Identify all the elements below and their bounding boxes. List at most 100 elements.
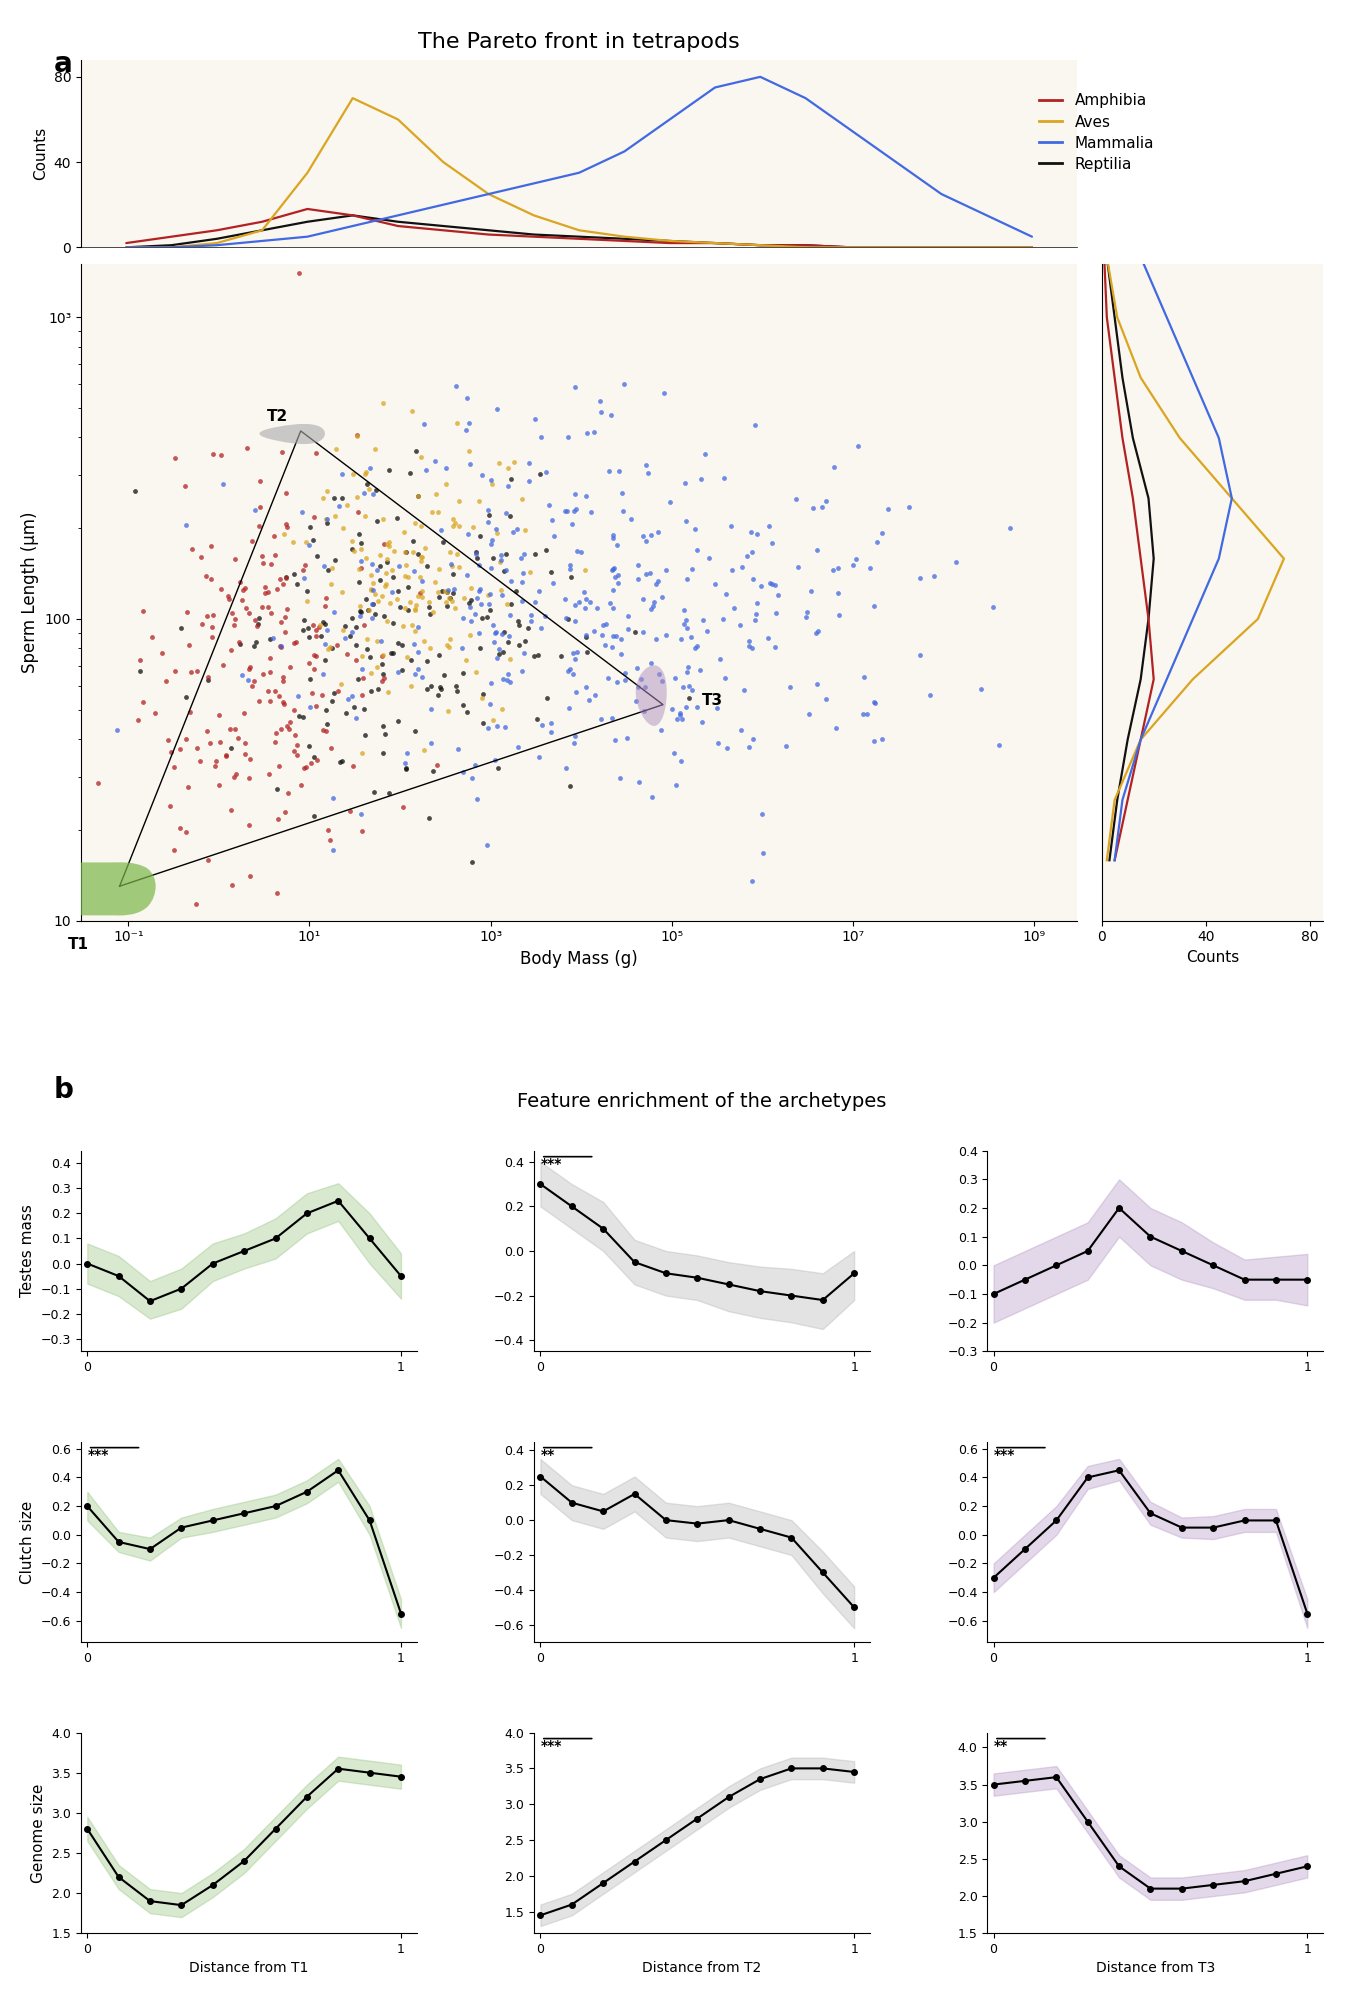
Point [500,598,521,630]
Point [382,576,404,608]
Point [130,656,151,688]
Point [329,745,351,777]
Point [340,616,362,648]
Point [370,626,392,658]
Point [242,670,263,702]
Point [406,580,428,612]
Point [609,763,630,795]
Point [536,456,558,488]
Point [243,630,265,662]
Point [575,554,597,586]
Point [524,403,545,434]
Point [662,692,683,723]
Point [234,737,255,769]
Point [497,664,518,696]
Point [373,387,394,419]
Point [446,670,467,702]
Point [360,574,382,606]
Text: **: ** [541,1447,555,1461]
Point [458,434,479,466]
Point [176,682,197,713]
Point [350,552,371,584]
Point [475,602,497,634]
Point [508,731,529,763]
Point [370,540,392,572]
Point [418,632,440,664]
Point [212,650,234,682]
Point [439,582,460,614]
Point [464,749,486,781]
Point [628,765,649,797]
Point [709,642,730,674]
Point [626,652,648,684]
Point [697,616,718,648]
Point [346,480,367,512]
Point [185,887,207,919]
Point [486,642,508,674]
Point [315,502,336,534]
Point [323,596,344,628]
Point [239,596,261,628]
Point [864,688,886,719]
Point [238,654,259,686]
Point [602,552,624,584]
Point [196,560,217,592]
Point [512,584,533,616]
Point [313,550,335,582]
Point [713,602,734,634]
Point [659,486,680,518]
Point [479,578,501,610]
Point [686,534,707,566]
Point [186,656,208,688]
Point [394,536,416,568]
Point [296,526,317,558]
Point [338,684,359,715]
Point [381,554,402,586]
Point [512,566,533,598]
Point [220,793,242,825]
Point [205,745,227,777]
Point [273,568,294,600]
Point [348,552,370,584]
Point [375,568,397,600]
Point [456,558,478,590]
Point [751,570,772,602]
Point [335,622,356,654]
Point [354,458,375,490]
Point [500,588,521,620]
Text: b: b [54,1076,74,1104]
Point [305,620,327,652]
Point [231,660,252,692]
Point [458,518,479,550]
Point [88,767,109,799]
Point [267,877,289,909]
Point [228,626,250,658]
Point [757,622,779,654]
Point [479,528,501,560]
Point [300,692,321,723]
Point [254,572,275,604]
Point [354,719,375,751]
Point [670,745,691,777]
Point [401,644,423,676]
Point [743,723,764,755]
Point [244,604,266,636]
Point [392,630,413,662]
Point [297,612,319,644]
Point [362,602,383,634]
Point [645,624,667,656]
Point [483,626,505,658]
Point [559,771,580,803]
Point [316,708,338,739]
Point [487,638,509,670]
Point [602,518,624,550]
Point [239,743,261,775]
Point [389,590,410,622]
Point [643,590,664,622]
Point [248,510,270,542]
Point [408,636,429,668]
Point [298,729,320,761]
Point [491,618,513,650]
Point [616,721,637,753]
Point [608,558,629,590]
